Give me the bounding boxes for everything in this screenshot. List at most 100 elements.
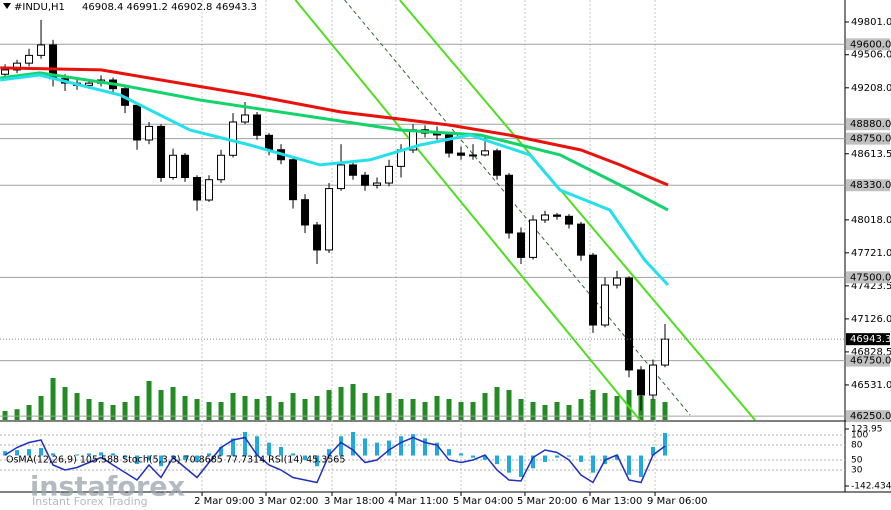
candle-body xyxy=(541,214,550,221)
candle-body xyxy=(1,69,10,75)
volume-bar xyxy=(578,399,584,420)
stoch-line xyxy=(4,436,666,484)
osma-bar xyxy=(327,449,332,456)
watermark-tagline: Instant Forex Trading xyxy=(32,495,148,508)
volume-bar xyxy=(386,393,392,420)
moving-average xyxy=(0,66,669,187)
osma-bar xyxy=(267,442,272,456)
candle-body xyxy=(565,215,574,225)
indicator-title: OsMA(12,26,9) 105.588 Stoch(5,3,3) 70.86… xyxy=(6,455,345,466)
moving-average xyxy=(0,73,670,287)
osma-bar xyxy=(627,455,632,475)
candle-body xyxy=(241,114,250,123)
candle-body xyxy=(145,125,154,141)
y-tick-label: 48018.0 xyxy=(851,215,891,226)
candle-body xyxy=(337,164,346,190)
candle-body xyxy=(253,114,262,136)
candle-body xyxy=(373,182,382,186)
candle-body xyxy=(169,154,178,178)
candle-body xyxy=(385,165,394,184)
osma-bar xyxy=(387,440,392,456)
volume-bar xyxy=(314,396,320,420)
osma-bar xyxy=(495,455,500,465)
moving-average xyxy=(0,71,669,212)
osma-bar xyxy=(39,448,44,456)
level-tag xyxy=(846,118,890,131)
candle-body xyxy=(445,134,454,154)
current-price-label: 46943.3 xyxy=(850,334,891,345)
y-tick-label: 46531.0 xyxy=(851,380,891,391)
y-tick-label: 49801.0 xyxy=(851,17,891,28)
volume-bar xyxy=(398,399,404,420)
osma-bar xyxy=(579,455,584,462)
candle-body xyxy=(133,104,142,141)
volume-bar xyxy=(242,396,248,420)
osma-bar xyxy=(27,449,32,456)
osma-bar xyxy=(639,455,644,477)
current-price-tag xyxy=(846,333,890,346)
osma-bar xyxy=(231,438,236,456)
osma-bar xyxy=(159,455,164,467)
y-tick-label: 47126.0 xyxy=(851,314,891,325)
volume-bar xyxy=(230,393,236,420)
volume-bar xyxy=(470,402,476,420)
volume-bar xyxy=(26,405,32,420)
volume-bar xyxy=(566,405,572,420)
osma-bar xyxy=(147,455,152,460)
candle-body xyxy=(289,159,298,201)
volume-bar xyxy=(290,393,296,420)
candle-body xyxy=(265,134,274,151)
ohlc-text: 46908.4 46991.2 46902.8 46943.3 xyxy=(82,2,257,13)
candle-body xyxy=(481,150,490,156)
x-tick-label: 9 Mar 06:00 xyxy=(647,496,707,507)
volume-bar xyxy=(326,390,332,420)
osma-bar xyxy=(207,453,212,456)
volume-bar xyxy=(50,378,56,420)
volume-bar xyxy=(302,399,308,420)
volume-bar xyxy=(410,399,416,420)
volume-bar xyxy=(554,402,560,420)
osma-bar xyxy=(135,455,140,465)
osma-bar xyxy=(471,455,476,458)
volume-bar xyxy=(122,402,128,420)
y-tick-label: 47721.0 xyxy=(851,248,891,259)
osma-bar xyxy=(615,455,620,460)
y-tick-label: -142.434 xyxy=(851,482,891,492)
x-tick-label: 5 Mar 20:00 xyxy=(517,496,577,507)
osma-bar xyxy=(663,432,668,456)
osma-bar xyxy=(507,455,512,473)
osma-bar xyxy=(339,436,344,456)
osma-bar xyxy=(219,446,224,456)
osma-bar xyxy=(567,455,572,457)
osma-bar xyxy=(435,442,440,456)
volume-bar xyxy=(254,399,260,420)
candle-body xyxy=(529,219,538,258)
level-label: 47500.0 xyxy=(850,272,891,283)
volume-bar xyxy=(74,393,80,420)
candle-body xyxy=(493,150,502,176)
osma-bar xyxy=(291,453,296,456)
osma-bar xyxy=(543,455,548,462)
symbol-icon xyxy=(3,3,11,9)
volume-bar xyxy=(350,384,356,420)
volume-bar xyxy=(482,393,488,420)
candle-body xyxy=(517,232,526,258)
volume-bar xyxy=(446,399,452,420)
volume-bar xyxy=(338,387,344,420)
candle-body xyxy=(649,364,658,396)
y2-tick-label: 100 xyxy=(851,431,868,441)
osma-bar xyxy=(243,431,248,456)
osma-bar xyxy=(423,438,428,456)
y2-tick-label: 80 xyxy=(851,441,863,451)
osma-bar xyxy=(111,453,116,456)
volume-bar xyxy=(602,393,608,420)
osma-bar xyxy=(279,446,284,456)
level-label: 46750.0 xyxy=(850,356,891,367)
volume-bar xyxy=(494,387,500,420)
candle-body xyxy=(457,152,466,156)
volume-bar xyxy=(182,396,188,420)
candle-body xyxy=(349,164,358,176)
